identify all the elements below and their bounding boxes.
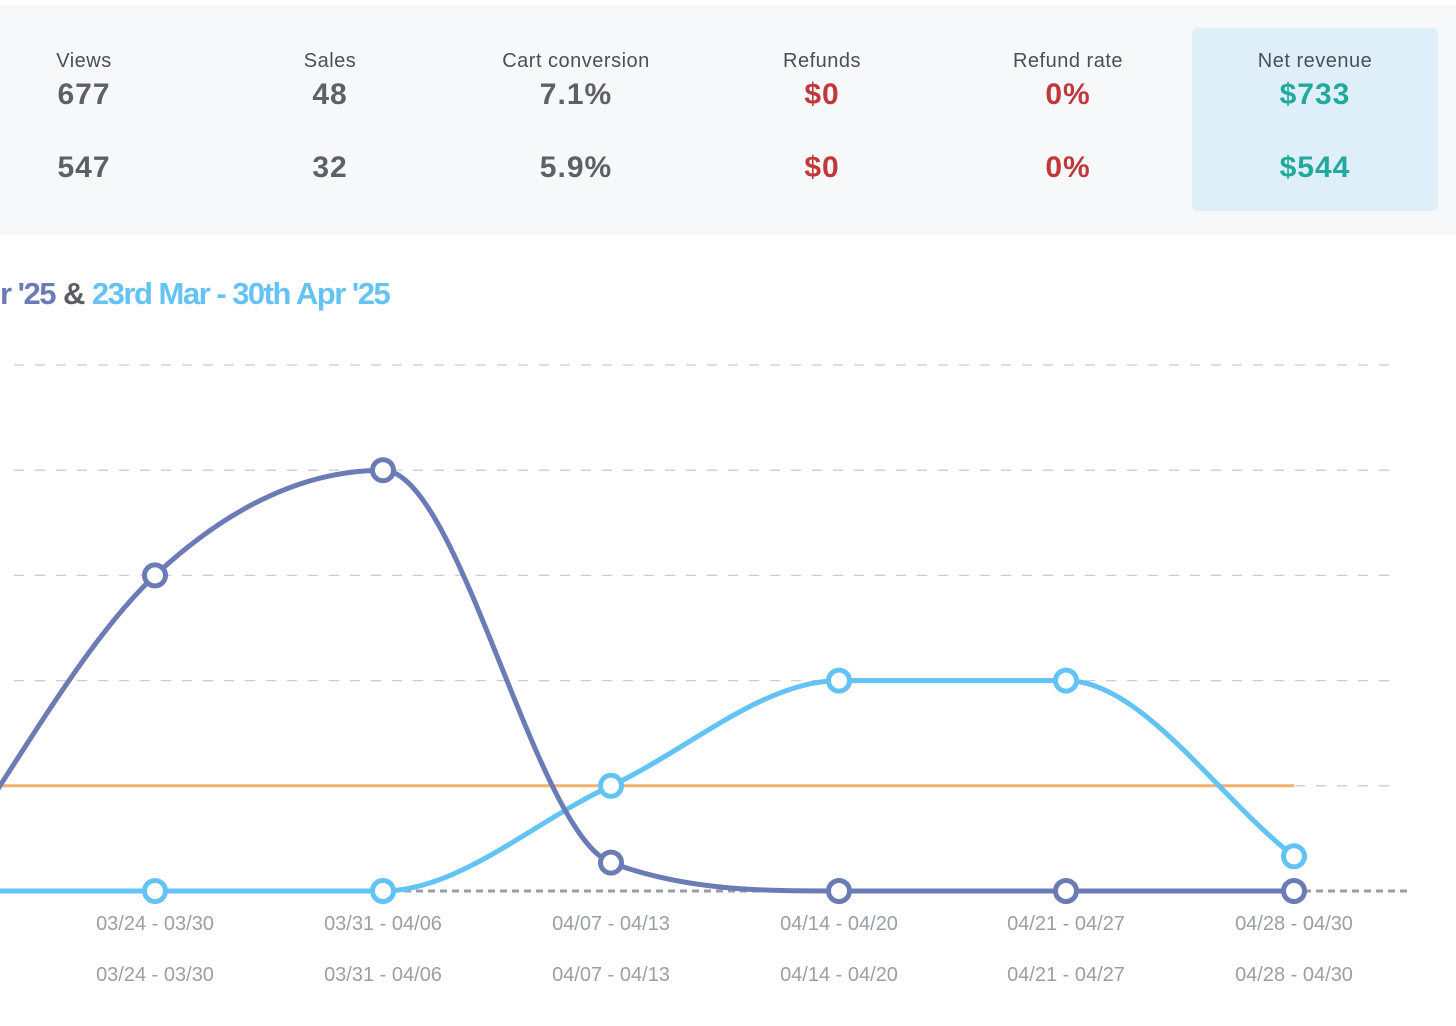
x-tick-label-secondary: 04/07 - 04/13: [552, 964, 670, 986]
stat-current-value: $0: [804, 78, 840, 111]
x-tick-label-secondary: 04/28 - 04/30: [1235, 964, 1353, 986]
data-point-dark: [1053, 878, 1079, 904]
stat-label: Cart conversion: [502, 50, 650, 72]
period-title: r '25 & 23rd Mar - 30th Apr '25: [0, 276, 391, 312]
data-point-light: [826, 667, 852, 694]
stat-previous-value: $544: [1279, 151, 1351, 184]
data-point-light: [1053, 667, 1079, 694]
stat-previous-value: 32: [312, 151, 348, 184]
stat-current-value: $733: [1279, 78, 1351, 111]
stat-previous-value: 0%: [1045, 151, 1091, 184]
stat-label: Sales: [303, 50, 357, 72]
data-point-light: [142, 878, 168, 904]
line-chart: 03/24 - 03/30 03/31 - 04/06 04/07 - 04/13 0…: [0, 364, 1410, 986]
data-point-dark: [826, 878, 852, 904]
stat-previous-value: 547: [57, 151, 111, 184]
x-tick-label: 04/28 - 04/30: [1235, 913, 1353, 935]
data-point-dark: [598, 849, 624, 876]
x-tick-label: 03/24 - 03/30: [96, 913, 214, 935]
data-point-light: [1281, 843, 1307, 870]
x-tick-label: 03/31 - 04/06: [324, 913, 442, 935]
x-tick-label: 04/07 - 04/13: [552, 913, 670, 935]
x-tick-label-secondary: 03/24 - 03/30: [96, 964, 214, 986]
stat-net-revenue[interactable]: Net revenue $733 $544: [1192, 28, 1438, 211]
stat-current-value: 48: [312, 78, 348, 111]
stat-previous-value: 5.9%: [539, 151, 613, 184]
x-tick-label-secondary: 03/31 - 04/06: [324, 964, 442, 986]
period-separator: &: [63, 276, 85, 311]
stat-current-value: 0%: [1045, 78, 1091, 111]
stat-label: Net revenue: [1257, 50, 1373, 72]
stat-refund-rate: Refund rate 0% 0%: [948, 6, 1188, 234]
period-second: 23rd Mar - 30th Apr '25: [91, 276, 391, 311]
period-first: r '25: [0, 276, 57, 311]
series-line-dark: [0, 467, 1297, 894]
stat-sales: Sales 48 32: [210, 6, 450, 234]
data-point-light: [370, 878, 396, 904]
stat-current-value: 7.1%: [539, 78, 613, 111]
stat-refunds: Refunds $0 $0: [702, 6, 942, 234]
stat-label: Views: [56, 50, 112, 72]
data-point-dark: [142, 562, 168, 589]
stats-panel: Views 677 547 Sales 48 32 Cart conversio…: [0, 6, 1456, 234]
x-tick-label: 04/14 - 04/20: [780, 913, 898, 935]
data-point-light: [598, 772, 624, 799]
stat-previous-value: $0: [804, 151, 840, 184]
x-tick-label: 04/21 - 04/27: [1007, 913, 1125, 935]
stat-label: Refund rate: [1012, 50, 1123, 72]
data-point-dark: [1281, 878, 1307, 904]
stat-label: Refunds: [783, 50, 861, 72]
stat-cart-conversion: Cart conversion 7.1% 5.9%: [456, 6, 696, 234]
data-point-dark: [370, 457, 396, 484]
x-tick-label-secondary: 04/14 - 04/20: [780, 964, 898, 986]
stat-current-value: 677: [57, 78, 111, 111]
x-tick-label-secondary: 04/21 - 04/27: [1007, 964, 1125, 986]
stat-views: Views 677 547: [0, 6, 204, 234]
